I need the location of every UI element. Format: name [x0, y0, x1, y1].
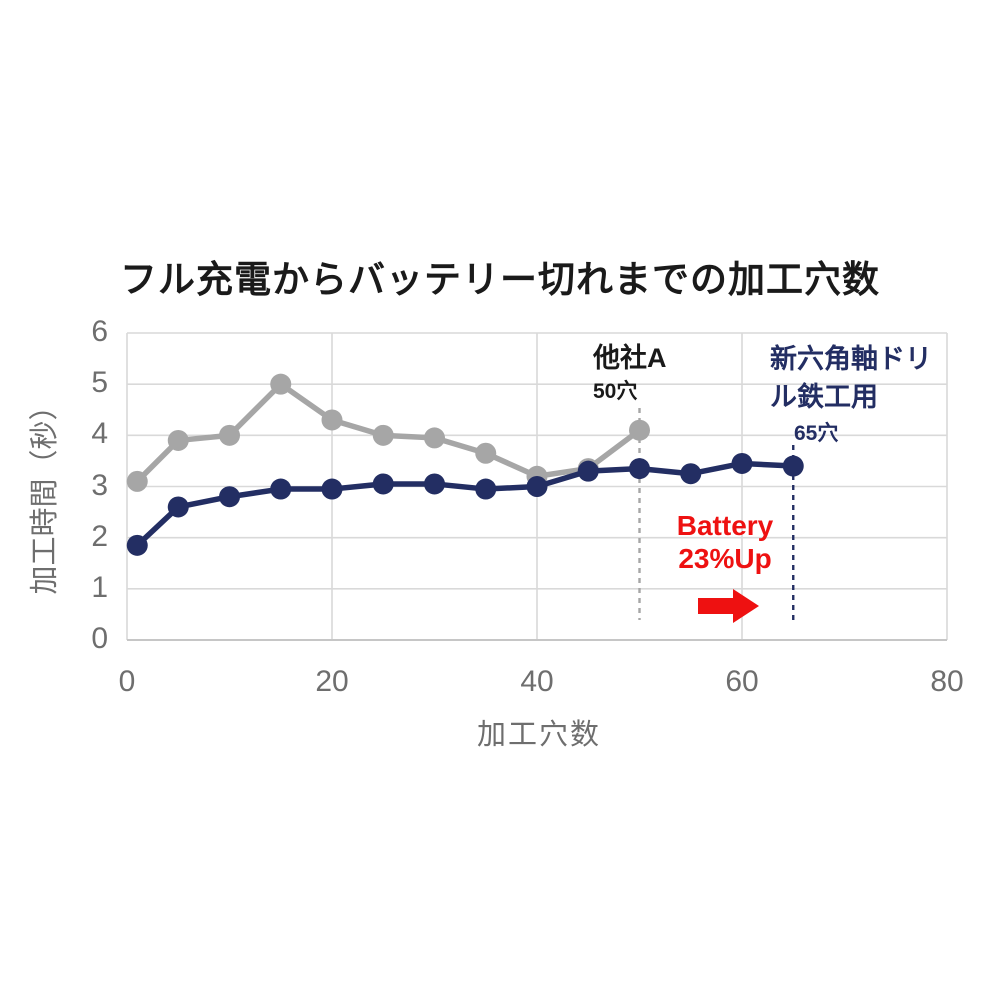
series-marker-gray — [424, 427, 445, 449]
series-marker-navy — [629, 458, 650, 480]
series-marker-navy — [270, 478, 292, 500]
x-axis-title: 加工穴数 — [476, 719, 601, 751]
y-tick-label: 4 — [91, 417, 108, 451]
y-tick-label: 6 — [91, 315, 108, 348]
chart-title: フル充電からバッテリー切れまでの加工穴数 — [120, 259, 880, 300]
x-tick-label: 60 — [725, 665, 759, 698]
annotation-new-drill: 新六角軸ドリル鉄工用 65穴 — [770, 340, 952, 448]
series-marker-navy — [782, 455, 804, 477]
y-tick-label: 2 — [91, 519, 108, 553]
series-marker-gray — [219, 424, 240, 446]
series-marker-gray — [372, 424, 394, 446]
annotation-competitor-a: 他社A 50穴 — [593, 340, 667, 407]
series-marker-navy — [577, 460, 599, 482]
battery-up-arrow-icon — [698, 589, 759, 623]
y-axis-title: 加工時間（秒） — [29, 391, 61, 595]
y-tick-label: 1 — [91, 570, 108, 604]
x-tick-label: 0 — [118, 665, 136, 698]
series-marker-navy — [372, 473, 394, 495]
x-tick-label: 20 — [315, 665, 349, 698]
series-marker-gray — [321, 409, 343, 431]
annotation-new-drill-label: 新六角軸ドリル鉄工用 — [770, 344, 932, 413]
annotation-battery-line1: Battery — [676, 510, 774, 541]
series-marker-navy — [126, 534, 148, 556]
series-marker-navy — [731, 452, 753, 474]
y-tick-label: 5 — [91, 366, 108, 400]
series-marker-navy — [424, 473, 445, 495]
series-marker-gray — [475, 442, 497, 464]
annotation-competitor-a-holes: 50穴 — [593, 380, 638, 404]
series-marker-navy — [475, 478, 497, 500]
series-marker-navy — [680, 463, 702, 485]
series-marker-navy — [219, 486, 240, 508]
series-marker-gray — [126, 470, 148, 492]
y-tick-label: 3 — [91, 468, 108, 502]
y-tick-label: 0 — [91, 622, 108, 655]
x-tick-label: 40 — [520, 665, 554, 698]
x-tick-label: 80 — [930, 665, 964, 698]
annotation-battery-line2: 23%Up — [678, 543, 772, 575]
series-marker-gray — [167, 429, 189, 451]
series-marker-gray — [629, 419, 650, 441]
annotation-competitor-a-label: 他社A — [593, 343, 667, 373]
annotation-new-drill-holes: 65穴 — [794, 421, 839, 445]
annotation-battery-up: Battery 23%Up — [645, 509, 805, 575]
series-marker-navy — [167, 496, 189, 518]
series-marker-navy — [321, 478, 343, 500]
series-marker-gray — [270, 373, 292, 395]
series-marker-navy — [526, 476, 548, 497]
